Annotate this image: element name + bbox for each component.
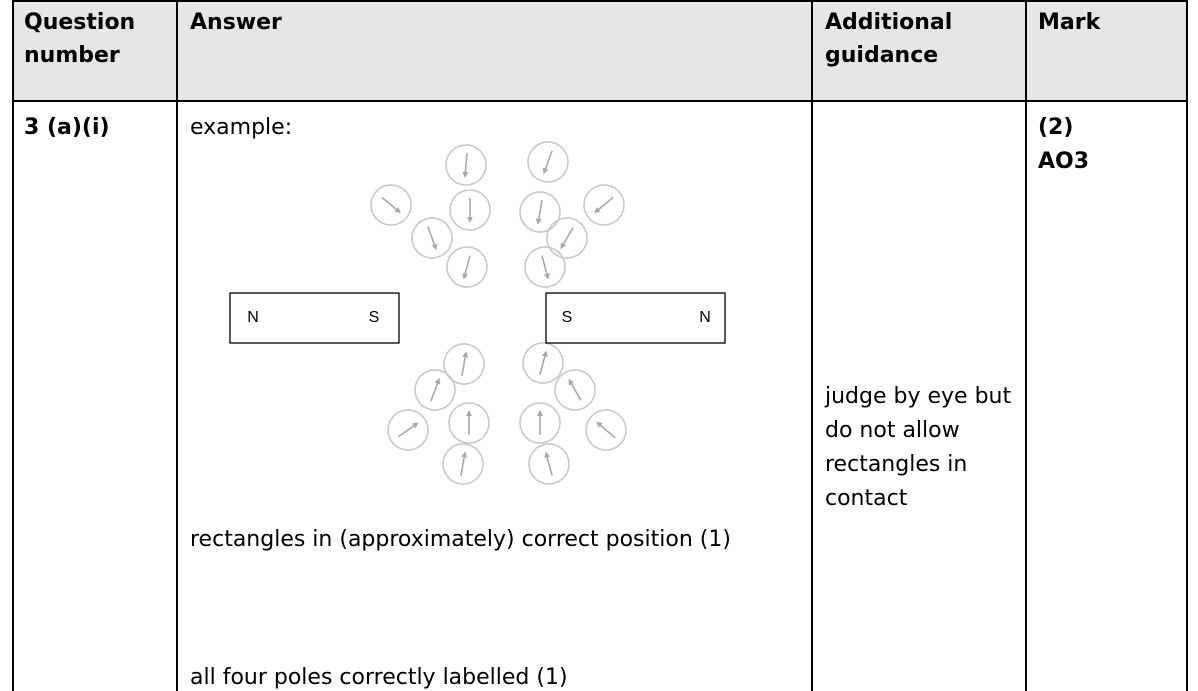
header-cell: Answer (190, 10, 282, 35)
magnet (229, 292, 400, 344)
header-cell: Mark (1038, 10, 1101, 35)
answer-point: rectangles in (approximately) correct po… (190, 527, 731, 552)
pole-label: N (247, 309, 259, 326)
answer-point: all four poles correctly labelled (1) (190, 665, 568, 690)
magnet (545, 292, 726, 344)
header-background (13, 0, 1187, 101)
pole-label: S (562, 309, 573, 326)
compasses (370, 141, 627, 485)
pole-label: S (369, 309, 380, 326)
answer-intro: example: (190, 115, 293, 140)
header-cell: Additional guidance (825, 10, 953, 68)
mark: (2) (1038, 115, 1074, 140)
header-cell: Question number (24, 10, 136, 68)
mark: AO3 (1038, 149, 1090, 174)
question-number: 3 (a)(i) (24, 115, 110, 140)
pole-label: N (699, 309, 711, 326)
guidance: judge by eye but do not allow rectangles… (825, 384, 1012, 511)
